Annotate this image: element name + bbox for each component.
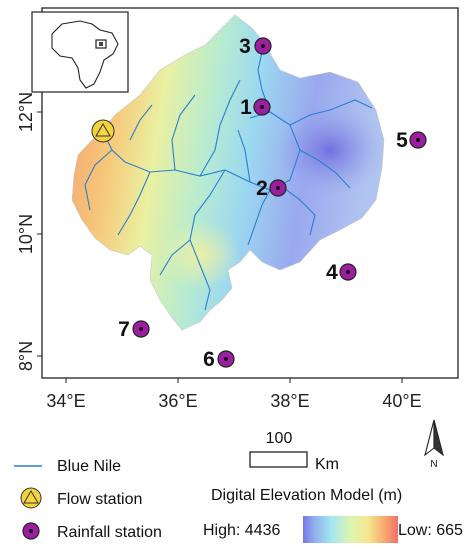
legend-rain-symbol bbox=[22, 522, 40, 540]
station-label-6: 6 bbox=[203, 348, 215, 371]
basin-dem bbox=[71, 14, 385, 331]
y-tick-10: 10°N bbox=[16, 214, 36, 254]
river-tributary bbox=[237, 129, 251, 183]
rainfall-station-1[interactable]: 1 bbox=[240, 96, 271, 119]
rainfall-station-5[interactable]: 5 bbox=[396, 129, 427, 152]
legend-flow-label: Flow station bbox=[57, 491, 142, 508]
legend-rain-label: Rainfall station bbox=[57, 524, 162, 541]
river-network bbox=[84, 51, 373, 311]
x-tick-labels: 34°E 36°E 38°E 40°E bbox=[46, 378, 422, 411]
river-tributary bbox=[199, 79, 241, 177]
station-label-2: 2 bbox=[256, 177, 268, 200]
highland-shading bbox=[275, 105, 385, 195]
scale-bar: 100 Km bbox=[249, 430, 339, 473]
y-tick-8: 8°N bbox=[16, 341, 36, 371]
river-tributary bbox=[171, 94, 196, 171]
river-tributary bbox=[289, 99, 373, 126]
rainfall-station-3[interactable]: 3 bbox=[239, 35, 272, 58]
y-tick-labels: 12°N 10°N 8°N bbox=[16, 92, 42, 371]
x-tick-40: 40°E bbox=[382, 391, 421, 411]
legend-flow-symbol bbox=[20, 487, 42, 509]
flow-station-marker[interactable] bbox=[91, 119, 115, 143]
station-label-5: 5 bbox=[396, 129, 408, 152]
rainfall-station-7[interactable]: 7 bbox=[118, 318, 150, 341]
rainfall-station-4[interactable]: 4 bbox=[326, 261, 357, 284]
station-label-3: 3 bbox=[239, 35, 251, 58]
dem-low-label: Low: 665 bbox=[398, 522, 463, 539]
river-tributary bbox=[117, 171, 151, 236]
station-label-1: 1 bbox=[240, 96, 252, 119]
x-tick-36: 36°E bbox=[158, 391, 197, 411]
dem-legend-title: Digital Elevation Model (m) bbox=[211, 487, 402, 504]
river-tributary bbox=[299, 149, 351, 189]
rainfall-station-6[interactable]: 6 bbox=[203, 348, 235, 371]
north-arrow: N bbox=[424, 419, 444, 470]
lowland-shading bbox=[160, 220, 240, 290]
river-tributary bbox=[159, 239, 191, 276]
legend-river-label: Blue Nile bbox=[57, 458, 121, 475]
station-label-4: 4 bbox=[326, 261, 338, 284]
dem-color-ramp bbox=[303, 516, 398, 543]
dem-high-label: High: 4436 bbox=[203, 522, 280, 539]
y-tick-12: 12°N bbox=[16, 92, 36, 132]
x-tick-34: 34°E bbox=[46, 391, 85, 411]
scale-distance: 100 bbox=[266, 430, 293, 447]
inset-locator-map bbox=[31, 11, 129, 93]
river-tributary bbox=[247, 189, 271, 246]
north-label: N bbox=[430, 459, 437, 470]
river-tributary bbox=[84, 149, 113, 211]
legend: Blue Nile Flow station Rainfall station … bbox=[14, 458, 463, 543]
station-label-7: 7 bbox=[118, 318, 130, 341]
scale-unit: Km bbox=[315, 456, 339, 473]
rainfall-station-2[interactable]: 2 bbox=[256, 177, 287, 200]
river-main bbox=[102, 111, 301, 191]
x-tick-38: 38°E bbox=[270, 391, 309, 411]
inset-extent-box bbox=[95, 39, 107, 49]
africa-outline bbox=[51, 20, 119, 89]
river-tributary bbox=[279, 184, 316, 236]
river-tributary bbox=[129, 104, 153, 141]
